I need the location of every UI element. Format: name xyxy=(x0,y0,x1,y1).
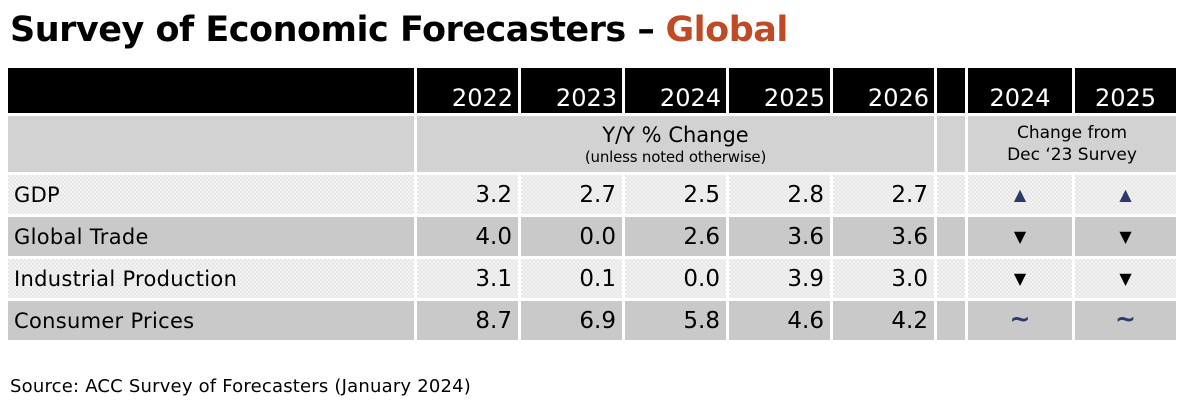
spacer-cell xyxy=(937,175,965,214)
cell-cpi-change-2025: ~ xyxy=(1075,301,1176,340)
subheader-change-cell: Change from Dec ‘23 Survey xyxy=(968,116,1176,172)
cell-cpi-2022: 8.7 xyxy=(417,301,518,340)
cell-ip-2024: 0.0 xyxy=(625,259,726,298)
row-label-industrial-production: Industrial Production xyxy=(8,259,414,298)
header-spacer-cell xyxy=(937,68,965,113)
cell-ip-2022: 3.1 xyxy=(417,259,518,298)
spacer-cell xyxy=(937,259,965,298)
table-subheader-row: Y/Y % Change (unless noted otherwise) Ch… xyxy=(8,116,1176,172)
table-row-global-trade: Global Trade 4.0 0.0 2.6 3.6 3.6 ▼ ▼ xyxy=(8,217,1176,256)
cell-trade-2022: 4.0 xyxy=(417,217,518,256)
change-note-line1: Change from xyxy=(1016,123,1128,143)
cell-ip-2023: 0.1 xyxy=(521,259,622,298)
units-line1: Y/Y % Change xyxy=(602,123,749,147)
cell-trade-2025: 3.6 xyxy=(729,217,830,256)
header-year-2022: 2022 xyxy=(417,68,518,113)
tilde-unchanged-icon: ~ xyxy=(1115,304,1136,333)
subheader-empty-cell xyxy=(8,116,414,172)
units-line2: (unless noted otherwise) xyxy=(584,148,767,166)
table-row-gdp: GDP 3.2 2.7 2.5 2.8 2.7 ▲ ▲ xyxy=(8,175,1176,214)
cell-gdp-change-2024: ▲ xyxy=(968,175,1072,214)
cell-gdp-2024: 2.5 xyxy=(625,175,726,214)
cell-trade-2023: 0.0 xyxy=(521,217,622,256)
up-triangle-icon: ▲ xyxy=(1119,185,1132,204)
subheader-units-cell: Y/Y % Change (unless noted otherwise) xyxy=(417,116,934,172)
cell-gdp-2025: 2.8 xyxy=(729,175,830,214)
cell-trade-change-2025: ▼ xyxy=(1075,217,1176,256)
header-change-year-2025: 2025 xyxy=(1075,68,1176,113)
page-title-main: Survey of Economic Forecasters – xyxy=(10,10,655,50)
cell-gdp-2023: 2.7 xyxy=(521,175,622,214)
cell-ip-2026: 3.0 xyxy=(833,259,934,298)
cell-gdp-change-2025: ▲ xyxy=(1075,175,1176,214)
down-triangle-icon: ▼ xyxy=(1013,269,1027,288)
cell-cpi-change-2024: ~ xyxy=(968,301,1072,340)
spacer-cell xyxy=(937,217,965,256)
row-label-global-trade: Global Trade xyxy=(8,217,414,256)
header-change-year-2024: 2024 xyxy=(968,68,1072,113)
cell-trade-2026: 3.6 xyxy=(833,217,934,256)
header-year-2025: 2025 xyxy=(729,68,830,113)
down-triangle-icon: ▼ xyxy=(1013,227,1027,246)
table-row-industrial-production: Industrial Production 3.1 0.1 0.0 3.9 3.… xyxy=(8,259,1176,298)
cell-cpi-2026: 4.2 xyxy=(833,301,934,340)
cell-cpi-2025: 4.6 xyxy=(729,301,830,340)
cell-cpi-2024: 5.8 xyxy=(625,301,726,340)
change-note-line2: Dec ‘23 Survey xyxy=(1007,145,1137,165)
cell-ip-change-2024: ▼ xyxy=(968,259,1072,298)
header-year-2024: 2024 xyxy=(625,68,726,113)
page-title-region: Global xyxy=(665,10,788,50)
header-year-2023: 2023 xyxy=(521,68,622,113)
cell-ip-change-2025: ▼ xyxy=(1075,259,1176,298)
header-year-2026: 2026 xyxy=(833,68,934,113)
forecast-table: 2022 2023 2024 2025 2026 2024 2025 Y/Y %… xyxy=(5,65,1179,343)
row-label-consumer-prices: Consumer Prices xyxy=(8,301,414,340)
page-title: Survey of Economic Forecasters – Global xyxy=(0,0,1191,54)
table-header-row: 2022 2023 2024 2025 2026 2024 2025 xyxy=(8,68,1176,113)
down-triangle-icon: ▼ xyxy=(1119,269,1132,288)
cell-gdp-2026: 2.7 xyxy=(833,175,934,214)
cell-cpi-2023: 6.9 xyxy=(521,301,622,340)
cell-gdp-2022: 3.2 xyxy=(417,175,518,214)
cell-trade-2024: 2.6 xyxy=(625,217,726,256)
cell-trade-change-2024: ▼ xyxy=(968,217,1072,256)
cell-ip-2025: 3.9 xyxy=(729,259,830,298)
up-triangle-icon: ▲ xyxy=(1013,185,1027,204)
subheader-spacer-cell xyxy=(937,116,965,172)
spacer-cell xyxy=(937,301,965,340)
table-row-consumer-prices: Consumer Prices 8.7 6.9 5.8 4.6 4.2 ~ ~ xyxy=(8,301,1176,340)
source-note: Source: ACC Survey of Forecasters (Janua… xyxy=(10,376,472,397)
down-triangle-icon: ▼ xyxy=(1119,227,1132,246)
row-label-gdp: GDP xyxy=(8,175,414,214)
header-empty-cell xyxy=(8,68,414,113)
tilde-unchanged-icon: ~ xyxy=(1009,304,1031,333)
